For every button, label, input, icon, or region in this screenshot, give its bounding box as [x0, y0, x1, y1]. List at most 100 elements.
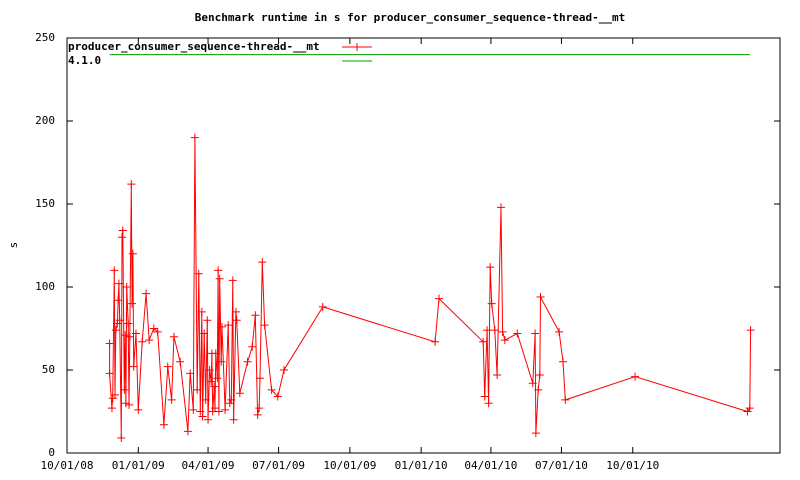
data-point: [248, 342, 257, 351]
data-point: [105, 369, 114, 378]
data-point: [211, 349, 220, 358]
data-point: [186, 369, 195, 378]
data-point: [120, 385, 129, 394]
data-point: [497, 203, 505, 212]
data-point: [211, 404, 220, 413]
data-point: [190, 133, 199, 142]
data-point: [107, 404, 116, 413]
data-point: [205, 366, 214, 374]
y-tick-label: 0: [48, 446, 55, 459]
data-point: [129, 362, 138, 371]
plot-border: [66, 37, 781, 454]
data-point: [490, 326, 499, 335]
data-point: [207, 377, 216, 386]
data-point: [513, 329, 522, 338]
data-point: [149, 324, 158, 333]
data-point: [128, 299, 137, 308]
data-point: [134, 405, 143, 414]
data-point: [200, 329, 209, 338]
data-point: [183, 427, 192, 436]
data-point: [128, 249, 137, 258]
data-point: [531, 429, 540, 438]
data-point: [138, 337, 147, 346]
data-point: [201, 395, 210, 404]
data-point: [117, 434, 126, 443]
data-point: [131, 329, 140, 338]
data-point: [122, 283, 131, 291]
data-point: [225, 399, 234, 408]
data-point: [561, 395, 570, 404]
data-point: [115, 316, 124, 325]
data-point: [493, 370, 502, 379]
data-point: [204, 415, 213, 424]
data-point: [189, 405, 198, 414]
data-point: [559, 357, 567, 366]
data-point: [631, 372, 640, 381]
data-point: [498, 327, 507, 336]
data-point: [196, 407, 205, 416]
data-point: [193, 385, 202, 394]
x-tick-label: 10/01/08: [41, 459, 94, 472]
y-tick-label: 50: [42, 363, 55, 376]
data-point: [215, 274, 224, 283]
data-point: [197, 307, 206, 316]
data-point: [198, 412, 207, 421]
data-point: [145, 336, 154, 345]
data-point: [167, 395, 176, 404]
data-point: [176, 357, 185, 366]
data-point: [218, 322, 226, 331]
chart-title: Benchmark runtime in s for producer_cons…: [195, 11, 625, 24]
data-point: [479, 337, 488, 346]
y-axis-label: s: [7, 242, 20, 249]
data-point: [484, 399, 493, 408]
x-tick-label: 04/01/09: [182, 459, 235, 472]
data-point: [210, 382, 219, 391]
data-point: [111, 390, 120, 399]
data-point: [435, 294, 443, 303]
data-point: [487, 299, 496, 308]
data-point: [280, 366, 288, 374]
data-point: [110, 266, 119, 275]
data-point: [555, 327, 564, 336]
data-point: [253, 410, 262, 419]
data-point: [217, 357, 226, 366]
data-point: [213, 374, 222, 383]
x-tick-label: 01/01/10: [395, 459, 448, 472]
data-point: [163, 362, 172, 371]
data-point: [255, 374, 264, 383]
legend-label: 4.1.0: [68, 54, 101, 67]
data-point: [231, 307, 240, 316]
data-point: [260, 321, 269, 330]
data-point: [531, 329, 540, 338]
data-point: [125, 332, 134, 341]
data-point: [118, 233, 127, 242]
data-point: [153, 327, 162, 336]
data-point: [267, 385, 276, 394]
x-tick-label: 04/01/10: [464, 459, 517, 472]
data-point: [258, 258, 267, 267]
data-point: [229, 415, 238, 424]
data-point: [480, 392, 489, 401]
data-point: [125, 400, 133, 409]
data-point: [221, 405, 230, 414]
data-point: [251, 311, 260, 320]
data-point: [255, 404, 264, 413]
data-point: [105, 339, 114, 348]
y-tick-label: 150: [35, 197, 55, 210]
legend-marker: [353, 43, 361, 51]
data-point: [111, 326, 120, 335]
data-point: [528, 379, 537, 388]
legend-label: producer_consumer_sequence-thread-__mt: [68, 40, 320, 53]
data-point: [203, 316, 212, 325]
data-point: [483, 326, 492, 335]
data-point: [486, 263, 495, 272]
data-point: [745, 404, 754, 413]
data-point: [142, 289, 151, 298]
data-point: [500, 336, 509, 345]
data-point: [235, 389, 244, 398]
x-tick-label: 01/01/09: [112, 459, 165, 472]
data-point: [536, 292, 545, 301]
data-point: [214, 407, 223, 416]
data-point: [243, 357, 252, 366]
x-tick-label: 10/01/09: [323, 459, 376, 472]
